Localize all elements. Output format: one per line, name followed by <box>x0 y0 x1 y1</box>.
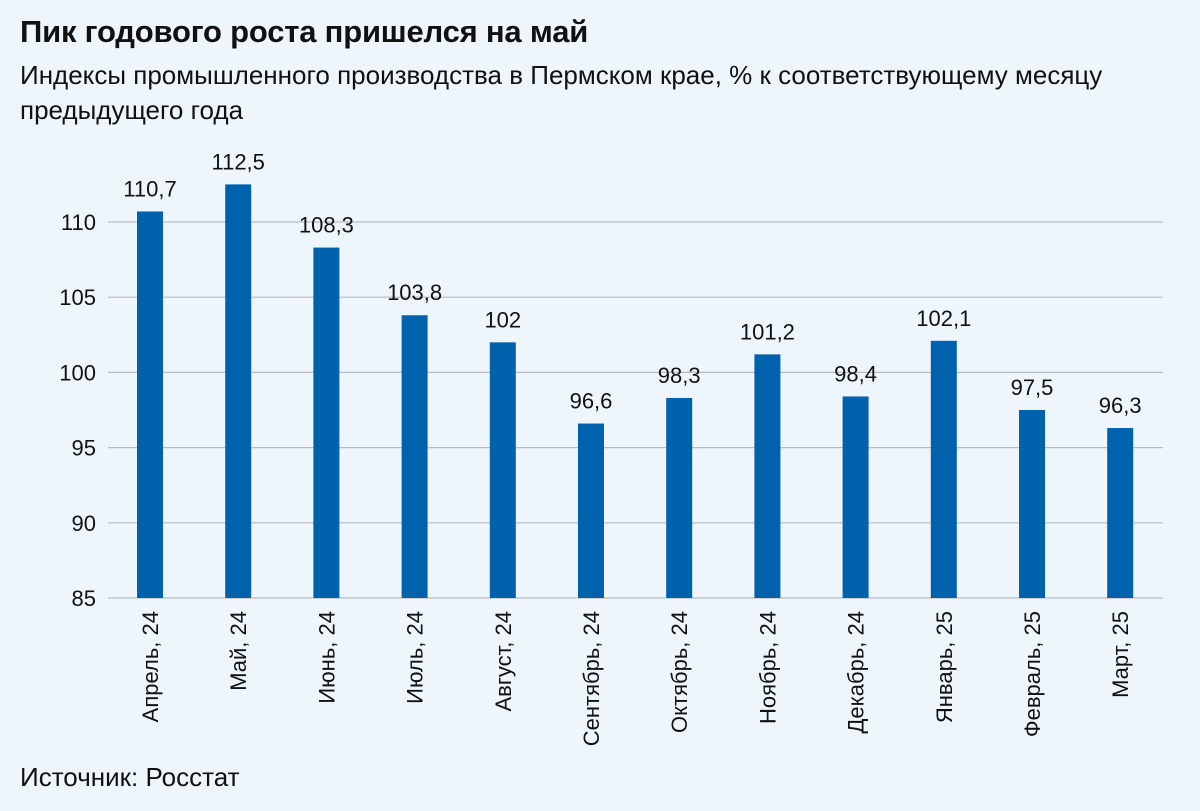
x-tick-label: Март, 25 <box>1108 611 1133 698</box>
bar <box>313 247 340 598</box>
bar <box>1107 428 1134 598</box>
bar <box>1019 410 1045 598</box>
x-tick-label: Август, 24 <box>491 611 516 711</box>
x-tick-label: Февраль, 25 <box>1020 611 1045 737</box>
bar <box>225 184 252 598</box>
bar-value-label: 96,3 <box>1099 393 1142 418</box>
bar-value-label: 102,1 <box>916 306 971 331</box>
y-tick-label: 110 <box>61 210 96 235</box>
gridlines <box>108 221 1163 599</box>
y-tick-label: 85 <box>72 586 96 611</box>
x-tick-label: Апрель, 24 <box>138 611 163 722</box>
x-tick-label: Июль, 24 <box>403 611 428 704</box>
bar-value-label: 108,3 <box>299 213 354 238</box>
x-tick-label: Октябрь, 24 <box>667 611 692 733</box>
bar-value-label: 98,3 <box>658 363 701 388</box>
bar <box>842 396 869 598</box>
bar <box>578 423 604 598</box>
chart-subtitle: Индексы промышленного производства в Пер… <box>20 60 1103 125</box>
bar <box>754 354 781 598</box>
bar <box>930 340 957 598</box>
bar-value-label: 112,5 <box>211 149 264 174</box>
x-tick-label: Июнь, 24 <box>314 611 339 704</box>
x-tick-label: Май, 24 <box>226 611 251 691</box>
bar <box>137 211 163 599</box>
y-tick-label: 90 <box>72 511 96 536</box>
y-tick-label: 100 <box>59 360 96 385</box>
bars <box>137 184 1134 599</box>
y-axis-ticks: 85 90 95 100 105 110 <box>59 210 96 611</box>
bar <box>489 342 516 598</box>
x-tick-label: Сентябрь, 24 <box>579 611 604 746</box>
bar <box>401 315 428 598</box>
chart-title: Пик годового роста пришелся на май <box>20 14 589 49</box>
bar-value-label: 98,4 <box>834 361 877 386</box>
bar-value-label: 110,7 <box>123 176 176 201</box>
y-tick-label: 105 <box>59 285 96 310</box>
bar-value-label: 103,8 <box>387 280 442 305</box>
x-tick-label: Ноябрь, 24 <box>755 611 780 724</box>
x-tick-label: Декабрь, 24 <box>844 611 869 733</box>
value-labels: 110,7 112,5 108,3 103,8 102 96,6 98,3 101,2 98,4… <box>123 149 1141 418</box>
source-note: Источник: Росстат <box>20 762 240 792</box>
x-tick-label: Январь, 25 <box>932 611 957 723</box>
bar-value-label: 97,5 <box>1011 375 1054 400</box>
y-tick-label: 95 <box>72 436 96 461</box>
bar-value-label: 101,2 <box>740 319 795 344</box>
bar-value-label: 102 <box>484 307 521 332</box>
bar-value-label: 96,6 <box>570 389 613 414</box>
x-axis-ticks: Апрель, 24 Май, 24 Июнь, 24 Июль, 24 Август,… <box>138 611 1133 746</box>
bar <box>666 397 693 598</box>
